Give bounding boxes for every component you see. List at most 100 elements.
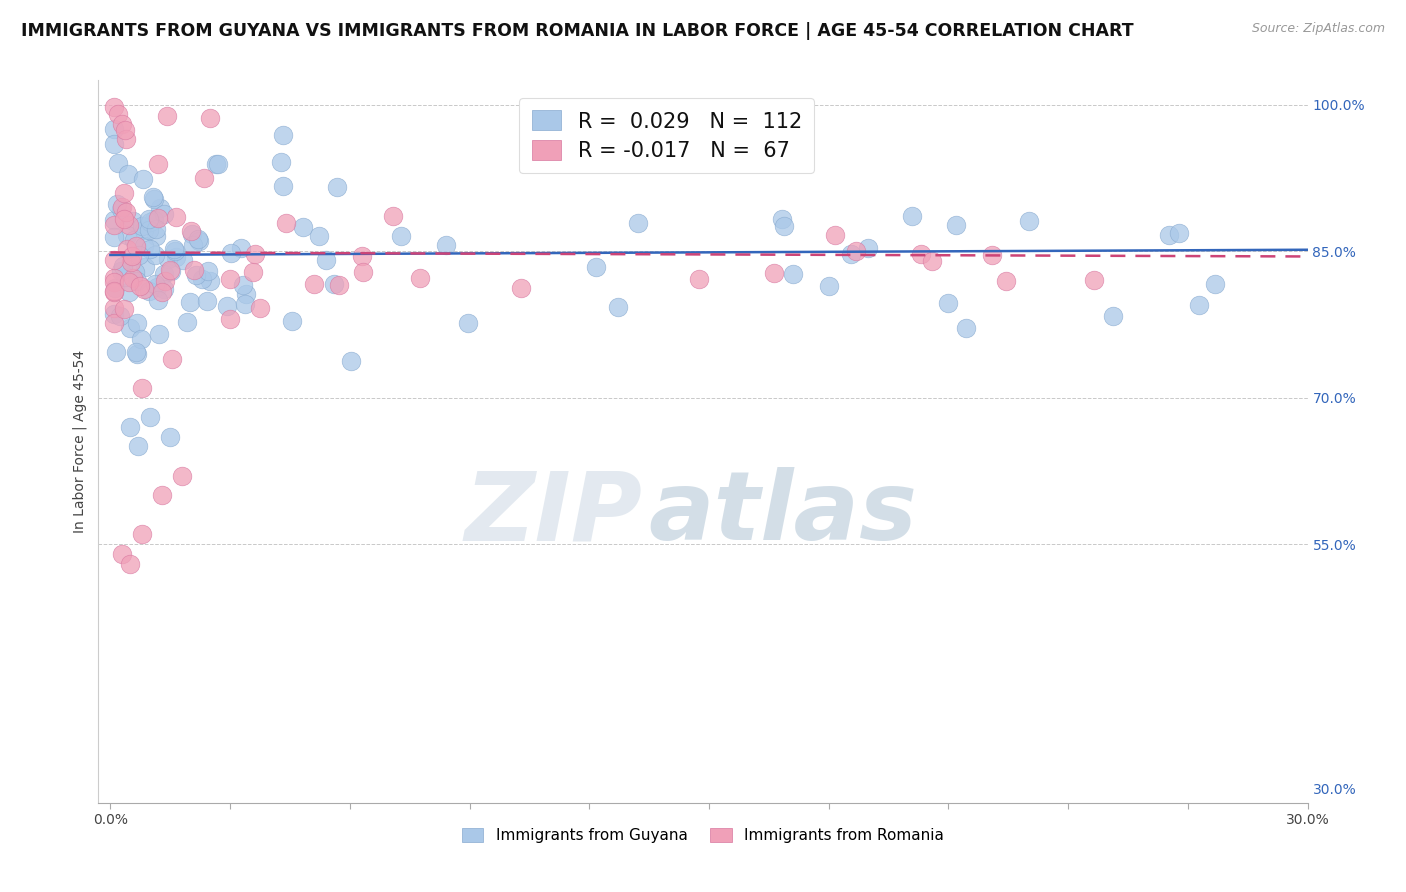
Point	[243, 247, 266, 261]
Point	[219, 312, 242, 326]
Point	[910, 247, 932, 261]
Point	[179, 295, 201, 310]
Point	[160, 352, 183, 367]
Point	[121, 249, 143, 263]
Point	[103, 275, 125, 289]
Point	[152, 207, 174, 221]
Point	[457, 316, 479, 330]
Point	[770, 212, 793, 227]
Point	[110, 202, 132, 217]
Point	[839, 247, 862, 261]
Point	[184, 268, 207, 283]
Point	[125, 239, 148, 253]
Point	[115, 132, 138, 146]
Point	[131, 380, 153, 394]
Point	[159, 430, 181, 444]
Point	[104, 281, 127, 295]
Point	[127, 439, 149, 453]
Point	[115, 205, 138, 219]
Point	[198, 274, 221, 288]
Point	[118, 275, 141, 289]
Point	[128, 248, 150, 262]
Point	[242, 265, 264, 279]
Point	[197, 294, 219, 309]
Point	[103, 212, 125, 227]
Point	[120, 557, 142, 571]
Point	[197, 263, 219, 277]
Point	[148, 326, 170, 341]
Point	[607, 300, 630, 314]
Point	[302, 277, 325, 292]
Point	[104, 344, 127, 359]
Point	[134, 260, 156, 274]
Point	[308, 229, 330, 244]
Point	[139, 410, 162, 425]
Point	[103, 285, 125, 300]
Point	[159, 263, 181, 277]
Point	[132, 239, 155, 253]
Point	[132, 223, 155, 237]
Point	[921, 254, 943, 268]
Point	[118, 218, 141, 232]
Point	[274, 216, 297, 230]
Point	[382, 209, 405, 223]
Point	[107, 107, 129, 121]
Point	[180, 224, 202, 238]
Point	[117, 242, 139, 256]
Point	[139, 215, 162, 229]
Point	[148, 211, 170, 226]
Point	[103, 252, 125, 267]
Point	[270, 155, 292, 169]
Point	[219, 246, 242, 260]
Point	[121, 271, 143, 285]
Point	[183, 262, 205, 277]
Point	[128, 279, 150, 293]
Point	[955, 321, 977, 335]
Point	[129, 332, 152, 346]
Point	[315, 253, 337, 268]
Text: atlas: atlas	[648, 467, 918, 560]
Y-axis label: In Labor Force | Age 45-54: In Labor Force | Age 45-54	[73, 350, 87, 533]
Point	[112, 211, 135, 226]
Point	[142, 190, 165, 204]
Point	[124, 265, 146, 279]
Point	[782, 268, 804, 282]
Point	[103, 307, 125, 321]
Point	[160, 264, 183, 278]
Point	[1102, 309, 1125, 323]
Point	[131, 527, 153, 541]
Point	[125, 345, 148, 359]
Point	[773, 219, 796, 233]
Point	[118, 320, 141, 334]
Point	[350, 249, 373, 263]
Point	[115, 227, 138, 242]
Point	[322, 277, 344, 291]
Legend: R =  0.029   N =  112, R = -0.017   N =  67: R = 0.029 N = 112, R = -0.017 N = 67	[519, 98, 814, 173]
Point	[1157, 228, 1180, 243]
Point	[145, 222, 167, 236]
Point	[352, 265, 374, 279]
Point	[176, 315, 198, 329]
Point	[229, 241, 252, 255]
Point	[763, 266, 786, 280]
Point	[146, 293, 169, 308]
Point	[845, 244, 868, 259]
Point	[181, 227, 204, 241]
Point	[121, 214, 143, 228]
Point	[103, 100, 125, 114]
Point	[995, 274, 1018, 288]
Point	[142, 213, 165, 227]
Point	[111, 117, 134, 131]
Point	[114, 122, 136, 136]
Point	[165, 211, 187, 225]
Point	[156, 252, 179, 266]
Point	[198, 112, 221, 126]
Point	[149, 201, 172, 215]
Point	[112, 260, 135, 274]
Point	[163, 244, 186, 259]
Point	[120, 254, 142, 268]
Point	[103, 284, 125, 298]
Point	[153, 274, 176, 288]
Point	[139, 242, 162, 256]
Text: IMMIGRANTS FROM GUYANA VS IMMIGRANTS FROM ROMANIA IN LABOR FORCE | AGE 45-54 COR: IMMIGRANTS FROM GUYANA VS IMMIGRANTS FRO…	[21, 22, 1133, 40]
